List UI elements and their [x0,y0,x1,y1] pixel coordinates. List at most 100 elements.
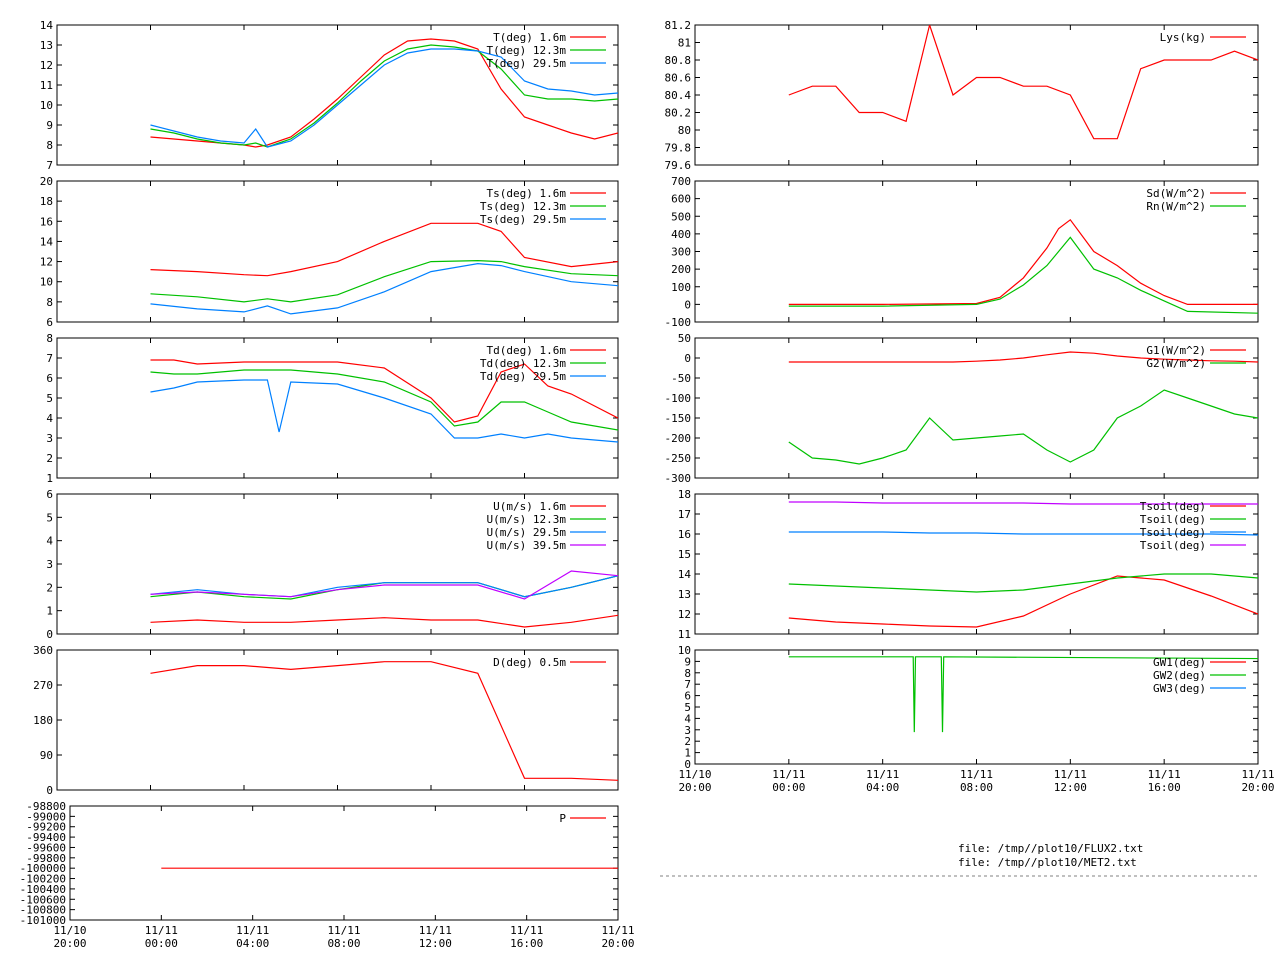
y-tick-label: -99000 [26,810,66,823]
y-tick-label: 50 [678,332,691,345]
plot-Sd: -100 0 100 200 300 400 500 600 700 Sd(W/m^2)Rn(W/… [665,175,1259,329]
x-tick-label-time: 12:00 [419,937,452,950]
y-tick-label: 0 [684,352,691,365]
y-tick-label: 8 [46,296,53,309]
plot-P: -101000-100800-100600-100400-100200-1000… [20,800,635,950]
plot-Lys: 79.6 79.8 80 80.2 80.4 80.6 80.8 81 81.2 Lys(kg) [665,19,1259,172]
y-tick-label: 6 [46,316,53,329]
legend-label: Ts(deg) 29.5m [480,213,566,226]
series-line-1 [150,369,618,431]
x-tick-label-date: 11/11 [1241,768,1274,781]
y-tick-label: 18 [678,488,691,501]
legend-label: Ts(deg) 1.6m [487,187,567,200]
plot-G: -300 -250 -200 -150 -100 -50 0 50 G1(W/m^2)G2(W/… [665,332,1259,485]
series-group [788,25,1258,140]
y-tick-label: -250 [665,452,692,465]
x-tick-label-time: 20:00 [601,937,634,950]
series-line-2 [150,48,618,148]
series-group [150,661,618,781]
series-line-1 [788,389,1258,465]
series-line-0 [150,614,618,628]
y-tick-label: 500 [671,210,691,223]
series-group [788,218,1258,314]
x-tick-label-date: 11/11 [1148,768,1181,781]
x-tick-label-time: 08:00 [960,781,993,794]
y-tick-label: 100 [671,281,691,294]
y-tick-label: 8 [684,667,691,680]
y-tick-label: 14 [678,568,692,581]
y-tick-label: 11 [678,628,691,641]
y-tick-label: 360 [33,644,53,657]
y-tick-label: 9 [684,655,691,668]
series-line-1 [788,573,1258,593]
y-tick-label: -100800 [20,904,66,917]
y-tick-label: 0 [46,784,53,797]
y-tick-label: 13 [40,39,53,52]
y-tick-label: 6 [684,690,691,703]
legend-label: T(deg) 1.6m [493,31,566,44]
plot-T: 7 8 9 10 11 12 13 14 T(deg) 1.6mT(deg) 12.3mT(de… [40,19,619,172]
legend-label: U(m/s) 29.5m [487,526,567,539]
x-tick-label-time: 08:00 [327,937,360,950]
series-group [788,656,1258,733]
y-tick-label: 17 [678,508,691,521]
x-tick-label-date: 11/11 [866,768,899,781]
plot-D: 0 90 180 270 360 D(deg) 0.5m [33,644,619,797]
y-tick-label: 20 [40,175,53,188]
x-tick-label-time: 00:00 [145,937,178,950]
y-tick-label: 18 [40,195,53,208]
y-tick-label: 13 [678,588,691,601]
x-tick-label-date: 11/11 [236,924,269,937]
y-tick-label: 80.8 [665,54,692,67]
plot-frame [56,649,619,791]
x-tick-label-time: 04:00 [236,937,269,950]
series-line-1 [150,575,618,600]
x-tick-label-time: 20:00 [1241,781,1274,794]
series-line-0 [150,359,618,423]
y-tick-label: 8 [46,332,53,345]
y-tick-label: -98800 [26,800,66,813]
series-line-2 [788,531,1258,536]
y-tick-label: 1 [46,605,53,618]
y-tick-label: 0 [684,298,691,311]
y-tick-label: -99600 [26,841,66,854]
y-tick-label: 3 [46,432,53,445]
plot-frame [694,24,1259,166]
y-tick-label: -100 [665,316,692,329]
y-tick-label: 14 [40,19,54,32]
series-line-0 [150,661,618,781]
y-tick-label: 6 [46,488,53,501]
legend-label: T(deg) 12.3m [487,44,567,57]
legend-label: GW2(deg) [1153,669,1206,682]
y-tick-label: -99200 [26,821,66,834]
series-line-3 [150,570,618,600]
series-line-2 [150,379,618,443]
x-tick-label-time: 16:00 [510,937,543,950]
y-tick-label: 3 [46,558,53,571]
x-tick-label-time: 20:00 [678,781,711,794]
legend-label: Rn(W/m^2) [1146,200,1206,213]
y-tick-label: 11 [40,79,53,92]
series-line-0 [788,218,1258,305]
legend-label: G2(W/m^2) [1146,357,1206,370]
x-tick-label-date: 11/11 [601,924,634,937]
x-tick-label-date: 11/10 [53,924,86,937]
x-tick-label-date: 11/11 [960,768,993,781]
y-tick-label: 600 [671,193,691,206]
y-tick-label: -100200 [20,873,66,886]
legend-label: Tsoil(deg) [1140,513,1206,526]
series-group [788,351,1258,465]
y-tick-label: 80.4 [665,89,692,102]
legend-label: Tsoil(deg) [1140,539,1206,552]
legend-label: U(m/s) 39.5m [487,539,567,552]
x-tick-label-time: 12:00 [1054,781,1087,794]
y-tick-label: -100400 [20,883,66,896]
y-tick-label: 79.6 [665,159,692,172]
plot-Tsoil: 1112131415161718Tsoil(deg)Tsoil(deg)Tsoi… [678,488,1259,641]
y-tick-label: 12 [678,608,691,621]
y-tick-label: -99800 [26,852,66,865]
legend-label: Sd(W/m^2) [1146,187,1206,200]
x-tick-label-time: 00:00 [772,781,805,794]
